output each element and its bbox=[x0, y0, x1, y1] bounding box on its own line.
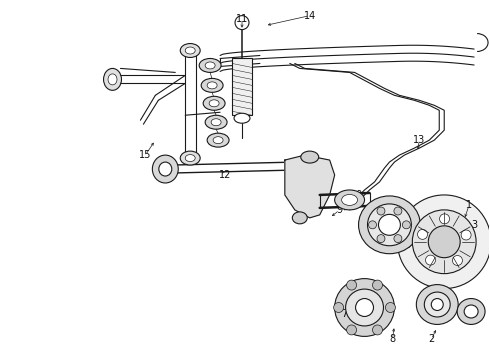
Text: 7: 7 bbox=[342, 310, 348, 319]
Ellipse shape bbox=[457, 298, 485, 324]
Text: 6: 6 bbox=[404, 240, 411, 250]
Circle shape bbox=[440, 214, 449, 224]
Text: 13: 13 bbox=[413, 135, 425, 145]
Ellipse shape bbox=[108, 74, 117, 85]
Ellipse shape bbox=[159, 162, 172, 176]
Circle shape bbox=[452, 256, 463, 265]
Ellipse shape bbox=[464, 305, 478, 318]
Ellipse shape bbox=[416, 285, 458, 324]
Ellipse shape bbox=[424, 292, 450, 317]
Circle shape bbox=[377, 207, 385, 215]
Ellipse shape bbox=[209, 100, 219, 107]
Ellipse shape bbox=[211, 119, 221, 126]
Text: 4: 4 bbox=[374, 210, 381, 220]
Text: 8: 8 bbox=[390, 334, 395, 345]
Text: 3: 3 bbox=[471, 220, 477, 230]
Ellipse shape bbox=[301, 151, 318, 163]
Ellipse shape bbox=[207, 133, 229, 147]
Circle shape bbox=[377, 235, 385, 243]
Text: 1: 1 bbox=[466, 200, 472, 210]
Ellipse shape bbox=[359, 196, 420, 254]
Ellipse shape bbox=[207, 82, 217, 89]
Ellipse shape bbox=[431, 298, 443, 310]
Circle shape bbox=[346, 280, 357, 290]
Circle shape bbox=[346, 325, 357, 335]
Ellipse shape bbox=[234, 113, 250, 123]
Text: 10: 10 bbox=[351, 190, 364, 200]
Circle shape bbox=[428, 226, 460, 258]
Ellipse shape bbox=[180, 44, 200, 58]
Ellipse shape bbox=[180, 151, 200, 165]
Ellipse shape bbox=[185, 154, 195, 162]
Text: 15: 15 bbox=[139, 150, 151, 160]
Text: 11: 11 bbox=[236, 14, 248, 24]
Ellipse shape bbox=[152, 155, 178, 183]
Bar bbox=[232, 58, 252, 115]
Text: 12: 12 bbox=[219, 170, 231, 180]
Ellipse shape bbox=[205, 115, 227, 129]
Circle shape bbox=[402, 221, 410, 229]
Ellipse shape bbox=[213, 137, 223, 144]
Ellipse shape bbox=[199, 58, 221, 72]
Circle shape bbox=[386, 302, 395, 312]
Circle shape bbox=[372, 325, 383, 335]
Circle shape bbox=[372, 280, 383, 290]
Text: 14: 14 bbox=[304, 11, 316, 21]
Text: 9: 9 bbox=[337, 205, 343, 215]
Ellipse shape bbox=[293, 212, 307, 224]
Ellipse shape bbox=[345, 289, 384, 326]
Ellipse shape bbox=[203, 96, 225, 110]
Ellipse shape bbox=[378, 214, 400, 235]
Ellipse shape bbox=[342, 194, 358, 206]
Text: 5: 5 bbox=[384, 203, 391, 213]
Circle shape bbox=[461, 230, 471, 240]
Polygon shape bbox=[285, 155, 335, 218]
Ellipse shape bbox=[335, 190, 365, 210]
Ellipse shape bbox=[103, 68, 122, 90]
Ellipse shape bbox=[201, 78, 223, 92]
Text: 2: 2 bbox=[428, 334, 435, 345]
Circle shape bbox=[235, 15, 249, 30]
Ellipse shape bbox=[356, 298, 373, 316]
Circle shape bbox=[413, 210, 476, 274]
Ellipse shape bbox=[368, 204, 412, 246]
Circle shape bbox=[394, 207, 402, 215]
Circle shape bbox=[425, 255, 436, 265]
Circle shape bbox=[334, 302, 343, 312]
Ellipse shape bbox=[335, 279, 394, 336]
Ellipse shape bbox=[185, 47, 195, 54]
Circle shape bbox=[417, 229, 427, 239]
Circle shape bbox=[368, 221, 376, 229]
Circle shape bbox=[394, 235, 402, 243]
Ellipse shape bbox=[205, 62, 215, 69]
Circle shape bbox=[397, 195, 490, 289]
